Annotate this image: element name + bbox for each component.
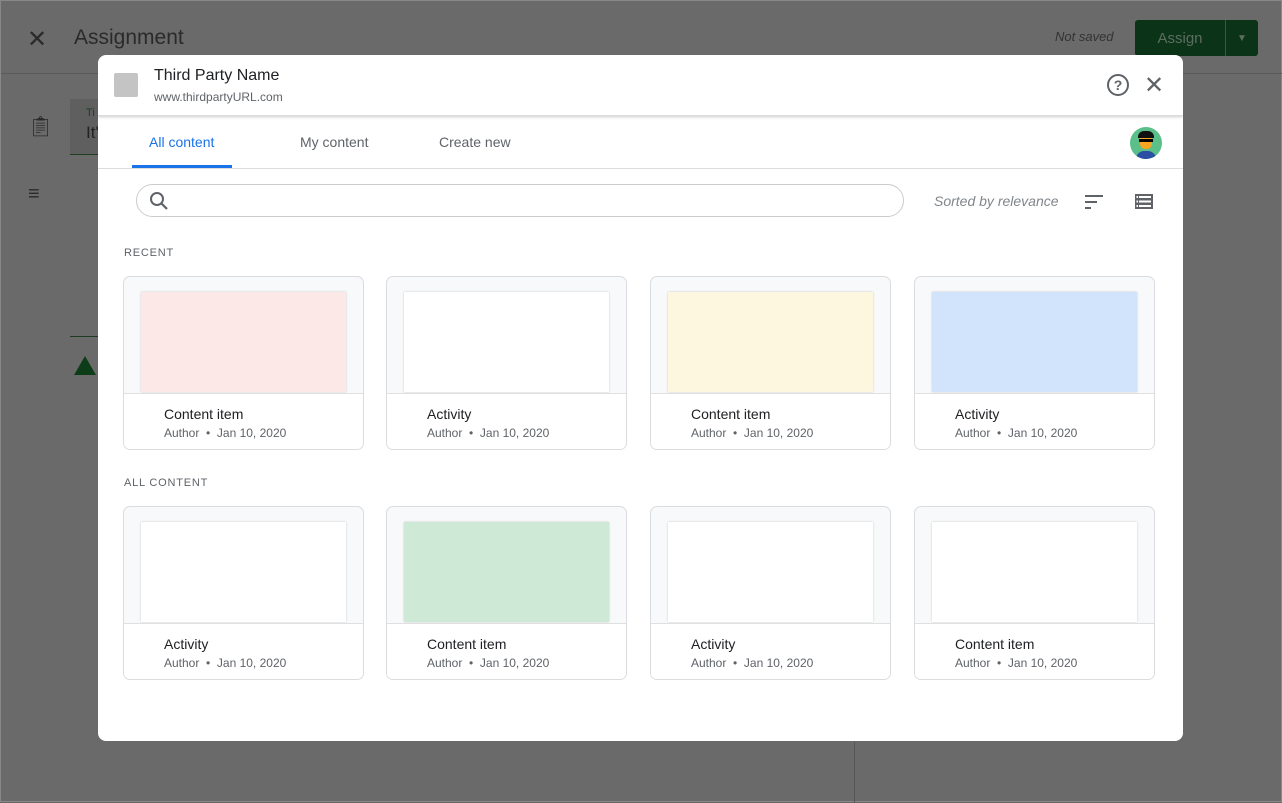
card-date: Jan 10, 2020 — [479, 656, 550, 670]
divider — [854, 742, 855, 803]
card-meta: Author • Jan 10, 2020 — [955, 656, 1078, 670]
card-date: Jan 10, 2020 — [743, 426, 814, 440]
active-tab-indicator — [132, 165, 232, 168]
search-icon — [150, 192, 168, 210]
card-thumbnail — [141, 522, 346, 622]
title-field-label: Ti — [86, 107, 95, 119]
card-author: Author — [691, 426, 727, 440]
card-title: Activity — [955, 406, 1000, 422]
avatar[interactable] — [1130, 127, 1162, 159]
content-card[interactable]: Activity Author • Jan 10, 2020 — [386, 276, 627, 450]
content-card[interactable]: Content item Author • Jan 10, 2020 — [123, 276, 364, 450]
card-meta: Author • Jan 10, 2020 — [164, 426, 287, 440]
card-title: Content item — [427, 636, 507, 652]
help-icon[interactable]: ? — [1107, 74, 1129, 96]
content-card[interactable]: Content item Author • Jan 10, 2020 — [386, 506, 627, 680]
card-footer: Content item Author • Jan 10, 2020 — [387, 623, 626, 679]
card-date: Jan 10, 2020 — [479, 426, 550, 440]
card-footer: Content item Author • Jan 10, 2020 — [124, 393, 363, 449]
card-footer: Activity Author • Jan 10, 2020 — [387, 393, 626, 449]
card-meta: Author • Jan 10, 2020 — [691, 426, 814, 440]
search-input[interactable] — [136, 184, 904, 217]
card-date: Jan 10, 2020 — [1007, 426, 1078, 440]
tab-bar: All content My content Create new — [98, 117, 1183, 169]
content-picker-dialog: Third Party Name www.thirdpartyURL.com ?… — [98, 55, 1183, 741]
content-card[interactable]: Activity Author • Jan 10, 2020 — [914, 276, 1155, 450]
tab-my-content[interactable]: My content — [300, 134, 369, 150]
sort-label: Sorted by relevance — [934, 193, 1059, 209]
section-heading: RECENT — [124, 247, 175, 259]
card-author: Author — [164, 426, 200, 440]
card-footer: Content item Author • Jan 10, 2020 — [651, 393, 890, 449]
card-date: Jan 10, 2020 — [1007, 656, 1078, 670]
card-thumbnail — [141, 292, 346, 392]
content-card[interactable]: Activity Author • Jan 10, 2020 — [650, 506, 891, 680]
card-thumbnail — [932, 292, 1137, 392]
close-icon[interactable]: ✕ — [1144, 72, 1165, 99]
card-date: Jan 10, 2020 — [216, 656, 287, 670]
notes-icon[interactable]: ≡ — [28, 183, 40, 205]
card-title: Activity — [164, 636, 209, 652]
close-icon[interactable]: ✕ — [27, 26, 48, 53]
card-footer: Activity Author • Jan 10, 2020 — [651, 623, 890, 679]
card-author: Author — [164, 656, 200, 670]
content-card[interactable]: Content item Author • Jan 10, 2020 — [650, 276, 891, 450]
card-date: Jan 10, 2020 — [743, 656, 814, 670]
sort-icon[interactable] — [1085, 195, 1105, 209]
assign-button[interactable]: Assign — [1135, 20, 1226, 56]
card-title: Content item — [955, 636, 1035, 652]
assign-dropdown-icon[interactable]: ▼ — [1237, 32, 1247, 44]
card-title: Activity — [691, 636, 736, 652]
card-meta: Author • Jan 10, 2020 — [164, 656, 287, 670]
card-thumbnail — [668, 292, 873, 392]
content-card[interactable]: Content item Author • Jan 10, 2020 — [914, 506, 1155, 680]
card-footer: Activity Author • Jan 10, 2020 — [124, 623, 363, 679]
title-field-value: It' — [86, 123, 99, 142]
assignment-icon[interactable]: 📋︎ — [28, 116, 54, 138]
content-card[interactable]: Activity Author • Jan 10, 2020 — [123, 506, 364, 680]
card-title: Activity — [427, 406, 472, 422]
card-meta: Author • Jan 10, 2020 — [955, 426, 1078, 440]
tab-create-new[interactable]: Create new — [439, 134, 511, 150]
card-thumbnail — [668, 522, 873, 622]
card-author: Author — [427, 656, 463, 670]
save-status: Not saved — [1055, 29, 1114, 44]
card-footer: Content item Author • Jan 10, 2020 — [915, 623, 1154, 679]
third-party-name: Third Party Name — [154, 67, 280, 84]
card-meta: Author • Jan 10, 2020 — [427, 426, 550, 440]
card-thumbnail — [932, 522, 1137, 622]
card-author: Author — [955, 656, 991, 670]
assign-button-group: Assign ▼ — [1135, 20, 1258, 56]
card-meta: Author • Jan 10, 2020 — [427, 656, 550, 670]
third-party-logo — [114, 73, 138, 97]
card-meta: Author • Jan 10, 2020 — [691, 656, 814, 670]
card-author: Author — [691, 656, 727, 670]
card-thumbnail — [404, 522, 609, 622]
card-title: Content item — [164, 406, 244, 422]
drive-icon[interactable] — [74, 356, 96, 375]
list-view-icon[interactable] — [1135, 194, 1153, 209]
section-heading: ALL CONTENT — [124, 477, 209, 489]
tab-all-content[interactable]: All content — [149, 134, 215, 150]
page-title: Assignment — [74, 26, 184, 49]
divider — [70, 336, 110, 337]
card-title: Content item — [691, 406, 771, 422]
third-party-url: www.thirdpartyURL.com — [154, 90, 283, 104]
card-thumbnail — [404, 292, 609, 392]
dialog-header: Third Party Name www.thirdpartyURL.com ?… — [98, 55, 1183, 116]
card-footer: Activity Author • Jan 10, 2020 — [915, 393, 1154, 449]
card-author: Author — [427, 426, 463, 440]
card-date: Jan 10, 2020 — [216, 426, 287, 440]
card-author: Author — [955, 426, 991, 440]
